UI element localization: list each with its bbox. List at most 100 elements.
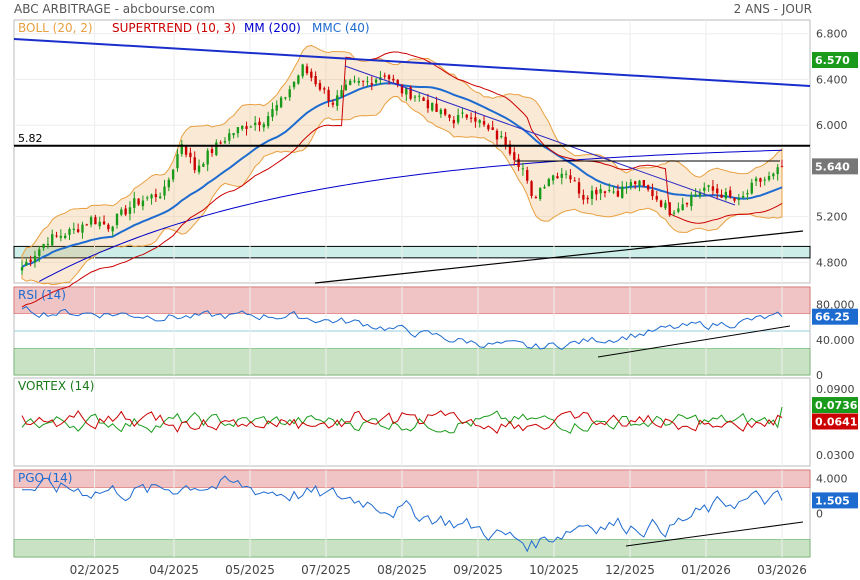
candle-body	[51, 234, 54, 246]
candle-body	[729, 190, 732, 197]
candle-body	[197, 165, 201, 173]
candle-body	[487, 125, 490, 130]
candle-body	[210, 149, 214, 154]
candle-body	[331, 102, 335, 105]
candle-body	[621, 186, 624, 198]
candle-body	[163, 186, 166, 196]
candle-body	[383, 75, 386, 77]
vortex-badge-plus-bg	[812, 397, 858, 414]
candle-body	[128, 207, 132, 214]
candle-body	[422, 97, 425, 101]
candle-body	[478, 120, 481, 123]
candle-body	[349, 80, 352, 86]
candle-body	[76, 229, 80, 232]
candle-body	[767, 175, 771, 180]
pgo-badge: 1.505	[815, 494, 850, 507]
x-tick-label: 09/2025	[453, 563, 503, 577]
candle-body	[55, 235, 58, 237]
candle-body	[469, 117, 473, 119]
candle-body	[595, 189, 598, 195]
candle-body	[301, 64, 304, 77]
rsi-line	[21, 305, 783, 351]
candle-body	[64, 235, 67, 239]
candle-body	[564, 173, 568, 175]
candle-body	[137, 198, 140, 205]
candle-body	[426, 99, 430, 109]
candle-body	[292, 81, 296, 88]
candle-body	[42, 244, 45, 249]
candle-body	[266, 116, 270, 127]
candle-body	[68, 229, 71, 235]
vortex-badge-minus-bg	[812, 413, 858, 430]
candle-body	[146, 197, 149, 199]
candle-body	[759, 178, 762, 182]
candle-body	[141, 200, 145, 207]
candle-body	[215, 142, 218, 156]
candle-body	[374, 79, 378, 83]
candle-body	[534, 197, 538, 199]
candle-body	[111, 226, 114, 232]
candle-body	[543, 186, 546, 189]
candle-body	[439, 109, 443, 115]
candle-body	[20, 267, 24, 271]
price-tick-label: 6.800	[816, 28, 848, 41]
candle-body	[275, 105, 278, 111]
candle-body	[202, 163, 205, 167]
legend-entry-3: MMC (40)	[312, 21, 370, 35]
rsi-tick-label: 0	[816, 369, 823, 382]
rsi-badge: 66.25	[815, 311, 850, 324]
candle-body	[413, 96, 417, 98]
candle-body	[465, 114, 468, 118]
panel-price	[13, 19, 811, 284]
candle-body	[159, 196, 162, 199]
pgo-lower-zone	[13, 539, 811, 558]
vortex-plus-line	[21, 406, 783, 434]
candle-body	[154, 194, 158, 198]
price-tick-label: 6.400	[816, 73, 848, 86]
candle-body	[659, 200, 663, 207]
trendline-bottom	[314, 230, 804, 284]
pgo-line	[21, 475, 783, 553]
candle-body	[180, 144, 183, 155]
candle-body	[504, 136, 507, 146]
candle-body	[284, 97, 287, 99]
candle-body	[357, 80, 360, 83]
candle-body	[297, 75, 300, 84]
candle-body	[698, 192, 702, 196]
candle-body	[776, 167, 779, 175]
candle-body	[184, 145, 188, 155]
pgo-tick-label: 0	[816, 508, 823, 521]
candle-body	[707, 185, 710, 187]
candle-body	[254, 122, 257, 126]
price-badge-gray-bg	[812, 158, 858, 175]
candle-body	[120, 209, 123, 215]
candle-body	[694, 194, 697, 196]
chart-period[interactable]: 2 ANS - JOUR	[733, 2, 812, 16]
candle-body	[720, 194, 723, 198]
candle-body	[495, 130, 499, 140]
candle-body	[236, 127, 240, 134]
candle-body	[279, 97, 283, 108]
x-tick-label: 02/2025	[70, 563, 120, 577]
supertrend-line	[21, 51, 783, 308]
rsi-trendline	[597, 325, 791, 358]
candle-body	[33, 255, 37, 263]
vortex-tick-label: 0.0900	[816, 383, 855, 396]
candle-body	[206, 150, 209, 165]
candle-body	[85, 224, 88, 226]
candle-body	[590, 190, 594, 199]
candle-body	[241, 125, 244, 129]
candle-body	[482, 121, 486, 125]
x-tick-label: 01/2026	[681, 563, 731, 577]
candle-body	[733, 198, 736, 201]
candle-body	[366, 81, 369, 83]
candle-body	[448, 114, 451, 118]
chart-title: ABC ARBITRAGE - abcbourse.com	[14, 2, 215, 16]
candle-body	[452, 119, 455, 124]
price-badge-gray: 5.640	[815, 160, 850, 173]
pgo-title: PGO (14)	[18, 471, 72, 485]
x-tick-label: 03/2026	[757, 563, 807, 577]
overlays	[13, 38, 811, 547]
candle-body	[672, 212, 676, 214]
pgo-upper-zone	[13, 469, 811, 488]
